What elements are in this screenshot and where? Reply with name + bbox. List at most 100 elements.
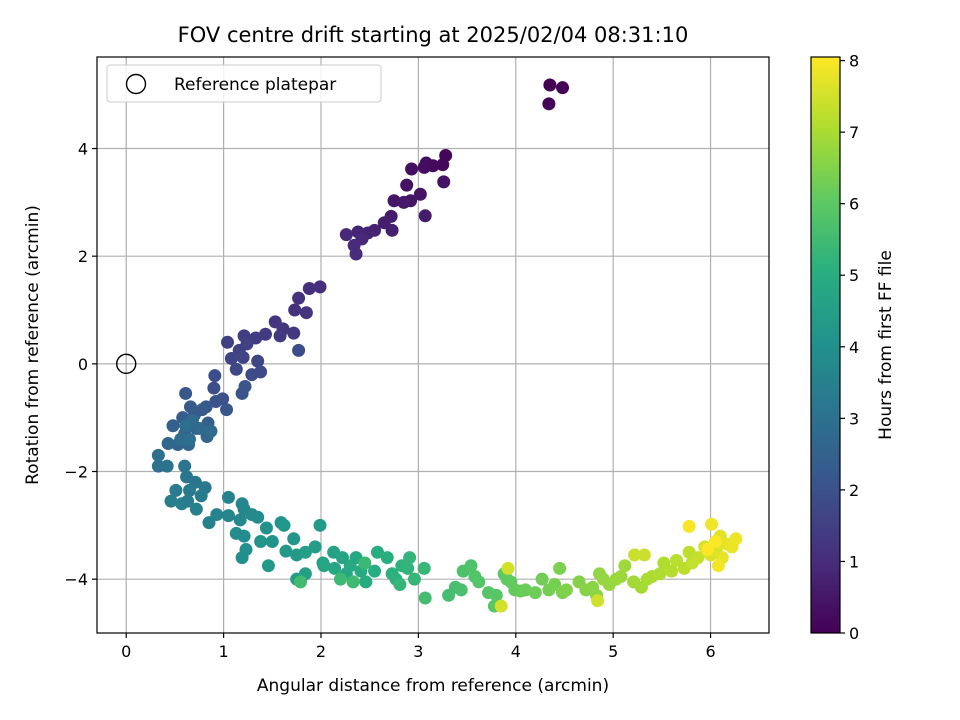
data-point — [204, 424, 218, 438]
data-point — [164, 494, 178, 508]
data-point — [169, 483, 183, 497]
data-point — [166, 419, 180, 433]
data-point — [708, 534, 722, 548]
legend-marker — [125, 73, 147, 95]
data-point — [417, 561, 431, 575]
data-point — [279, 544, 293, 558]
data-point — [403, 551, 417, 565]
data-point — [298, 545, 312, 559]
data-point — [299, 306, 313, 320]
chart-title: FOV centre drift starting at 2025/02/04 … — [178, 23, 689, 47]
data-point — [711, 559, 725, 573]
data-point — [210, 508, 224, 522]
colorbar-label: Hours from first FF file — [876, 250, 896, 440]
data-point — [194, 489, 208, 503]
data-point — [273, 329, 287, 343]
data-point — [407, 572, 421, 586]
x-ticks: 0 1 2 3 4 5 6 — [121, 633, 716, 661]
legend-box — [106, 64, 382, 103]
data-point — [235, 551, 249, 565]
data-point — [183, 483, 197, 497]
data-point — [436, 158, 450, 172]
y-tick-label: 4 — [78, 140, 88, 159]
data-point — [535, 572, 549, 586]
data-point — [343, 559, 357, 573]
data-point — [405, 162, 419, 176]
data-point — [254, 534, 268, 548]
data-point — [472, 575, 486, 589]
data-point — [221, 490, 235, 504]
data-point — [437, 175, 451, 189]
colorbar-tick-label: 0 — [849, 624, 859, 643]
data-point — [179, 386, 193, 400]
data-point — [637, 548, 651, 562]
data-point — [277, 518, 291, 532]
data-point — [380, 551, 394, 565]
data-point — [400, 178, 414, 192]
data-point — [224, 351, 238, 365]
data-point — [265, 534, 279, 548]
x-tick-label: 0 — [121, 642, 131, 661]
data-point — [335, 551, 349, 565]
data-point — [559, 583, 573, 597]
data-point — [494, 599, 508, 613]
data-point — [387, 194, 401, 208]
colorbar-tick-label: 4 — [849, 338, 859, 357]
data-point — [553, 561, 567, 575]
data-point — [346, 575, 360, 589]
data-point — [313, 280, 327, 294]
colorbar-gradient — [810, 56, 841, 634]
data-point — [701, 543, 715, 557]
data-point — [179, 419, 193, 433]
data-point — [691, 551, 705, 565]
data-point — [528, 586, 542, 600]
x-tick-label: 2 — [316, 642, 326, 661]
data-point — [221, 509, 235, 523]
colorbar-tick-label: 2 — [849, 481, 859, 500]
data-point — [175, 497, 189, 511]
data-point — [292, 343, 306, 357]
data-point — [207, 381, 221, 395]
data-point — [657, 556, 671, 570]
y-axis-label: Rotation from reference (arcmin) — [23, 205, 43, 485]
x-tick-label: 6 — [705, 642, 715, 661]
data-point — [339, 228, 353, 242]
data-point — [393, 578, 407, 592]
data-point — [251, 354, 265, 368]
data-point — [202, 516, 216, 530]
data-point — [349, 247, 363, 261]
data-point — [614, 569, 628, 583]
data-point — [292, 291, 306, 305]
x-tick-label: 1 — [219, 642, 229, 661]
y-tick-label: −2 — [64, 463, 88, 482]
data-point — [220, 403, 234, 417]
data-point — [313, 518, 327, 532]
data-point — [669, 553, 683, 567]
colorbar-tick-label: 5 — [849, 266, 859, 285]
data-point — [261, 559, 275, 573]
x-tick-label: 4 — [511, 642, 521, 661]
x-tick-label: 3 — [413, 642, 423, 661]
data-point — [229, 362, 243, 376]
data-point — [385, 223, 399, 237]
y-tick-label: 0 — [78, 355, 88, 374]
data-point — [729, 532, 743, 546]
reference-marker — [116, 353, 137, 375]
data-point — [251, 510, 265, 524]
plot-frame — [96, 56, 770, 634]
data-point — [618, 559, 632, 573]
colorbar-tick-label: 1 — [849, 552, 859, 571]
data-point — [302, 281, 316, 295]
data-point — [359, 575, 373, 589]
data-point — [233, 513, 247, 527]
colorbar: 0 1 2 3 4 5 6 7 8 Hours from first FF file — [810, 52, 896, 643]
y-ticks: −4 −2 0 2 4 — [64, 140, 97, 589]
colorbar-tick-label: 7 — [849, 123, 859, 142]
data-point — [259, 521, 273, 535]
legend-entry-reference-platepar: Reference platepar — [174, 75, 336, 95]
colorbar-tick-label: 6 — [849, 195, 859, 214]
data-point — [317, 559, 331, 573]
x-tick-label: 5 — [608, 642, 618, 661]
data-point — [209, 395, 223, 409]
